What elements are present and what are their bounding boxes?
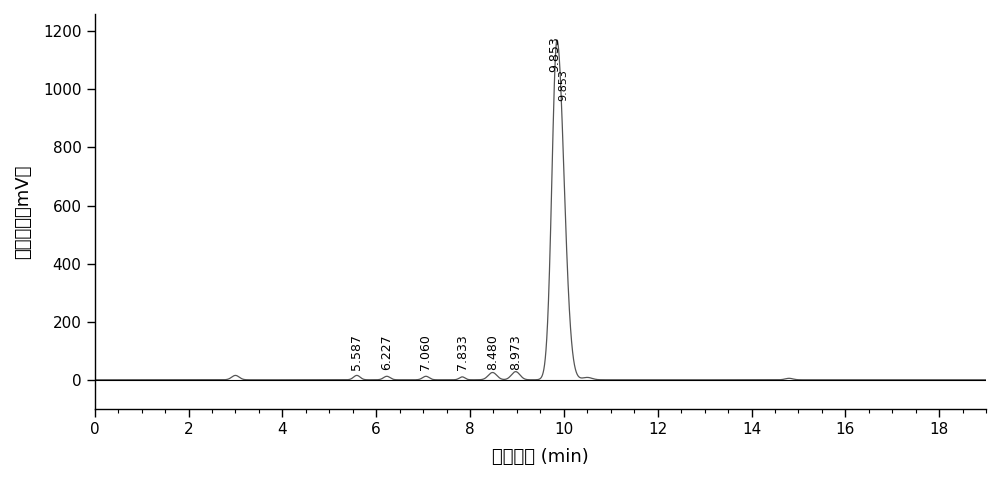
X-axis label: 保留时间 (min): 保留时间 (min) [492,448,589,466]
Y-axis label: 信号强度（mV）: 信号强度（mV） [14,164,32,259]
Text: 7.833: 7.833 [456,334,469,370]
Text: 5.587: 5.587 [350,334,363,370]
Text: 8.973: 8.973 [509,334,522,370]
Text: 9.853: 9.853 [549,36,562,72]
Text: 9.853: 9.853 [559,69,569,101]
Text: 7.060: 7.060 [419,334,432,370]
Text: 6.227: 6.227 [380,334,393,370]
Text: 8.480: 8.480 [486,334,499,370]
